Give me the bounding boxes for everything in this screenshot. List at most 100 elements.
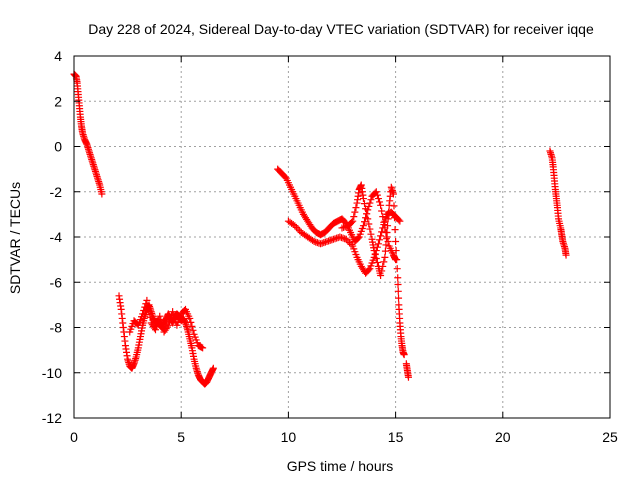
data-point: [359, 222, 367, 230]
data-point: [381, 247, 389, 255]
data-point: [349, 217, 357, 225]
data-point: [389, 190, 397, 198]
data-point: [384, 222, 392, 230]
data-point: [342, 235, 350, 243]
data-point: [361, 200, 369, 208]
data-point: [144, 302, 152, 310]
y-tick-label: -8: [50, 320, 63, 336]
data-point: [380, 258, 388, 266]
data-points: [70, 70, 570, 388]
data-point: [156, 312, 164, 320]
data-point: [394, 274, 402, 282]
data-point: [294, 225, 302, 233]
data-point: [146, 313, 154, 321]
data-point: [292, 223, 300, 231]
data-point: [394, 287, 402, 295]
data-point: [377, 232, 385, 240]
data-point: [372, 254, 380, 262]
data-point: [165, 318, 173, 326]
data-point: [158, 320, 166, 328]
data-point: [562, 251, 570, 259]
data-point: [309, 236, 317, 244]
data-point: [379, 213, 387, 221]
data-point: [359, 195, 367, 203]
data-point: [169, 308, 177, 316]
data-point: [351, 208, 359, 216]
data-point: [384, 215, 392, 223]
x-tick-label: 20: [495, 429, 511, 445]
data-point: [352, 204, 360, 212]
data-point: [377, 201, 385, 209]
data-point: [145, 308, 153, 316]
data-point: [380, 221, 388, 229]
y-tick-label: 4: [54, 48, 62, 64]
x-tick-label: 25: [602, 429, 618, 445]
data-point: [186, 314, 194, 322]
data-point: [187, 318, 195, 326]
x-tick-label: 5: [177, 429, 185, 445]
data-point: [153, 322, 161, 330]
data-point: [141, 303, 149, 311]
data-point: [379, 224, 387, 232]
data-point: [98, 190, 106, 198]
data-point: [188, 322, 196, 330]
data-point: [350, 213, 358, 221]
data-point: [371, 251, 379, 259]
data-point: [366, 225, 374, 233]
data-point: [395, 294, 403, 302]
data-point: [189, 326, 197, 334]
data-point: [365, 266, 373, 274]
data-point: [143, 296, 151, 304]
data-point: [381, 253, 389, 261]
data-point: [379, 262, 387, 270]
data-point: [209, 364, 217, 372]
y-tick-label: -10: [42, 365, 62, 381]
data-point: [392, 238, 400, 246]
data-point: [378, 207, 386, 215]
data-point: [395, 216, 403, 224]
data-point: [363, 210, 371, 218]
data-point: [394, 281, 402, 289]
data-point: [377, 271, 385, 279]
x-tick-label: 0: [70, 429, 78, 445]
data-point: [354, 234, 362, 242]
data-point: [374, 195, 382, 203]
data-point: [390, 202, 398, 210]
data-point: [393, 265, 401, 273]
data-point: [373, 258, 381, 266]
y-tick-label: -6: [50, 274, 63, 290]
axis-ticks: [73, 55, 611, 419]
data-point: [374, 240, 382, 248]
data-point: [164, 321, 172, 329]
chart-title: Day 228 of 2024, Sidereal Day-to-day VTE…: [88, 21, 594, 37]
data-point: [376, 236, 384, 244]
data-point: [344, 237, 352, 245]
data-point: [391, 226, 399, 234]
y-tick-label: -2: [50, 184, 63, 200]
y-axis-label: SDTVAR / TECUs: [7, 182, 23, 294]
data-point: [367, 196, 375, 204]
y-tick-label: 0: [54, 139, 62, 155]
y-tick-label: -12: [42, 410, 62, 426]
data-point: [199, 344, 207, 352]
data-point: [364, 215, 372, 223]
data-point: [140, 307, 148, 315]
data-point: [382, 241, 390, 249]
tick-labels: 0 5 10 15 20 25 -12 -10 -8 -6 -4 -2 0 2 4: [42, 48, 618, 445]
data-point: [391, 214, 399, 222]
data-point: [346, 239, 354, 247]
data-point: [400, 351, 408, 359]
data-point: [392, 247, 400, 255]
data-point: [373, 191, 381, 199]
y-tick-label: 2: [54, 93, 62, 109]
data-point: [151, 326, 159, 334]
y-tick-label: -4: [50, 229, 63, 245]
x-tick-label: 15: [388, 429, 404, 445]
data-point: [404, 373, 412, 381]
data-point: [348, 218, 356, 226]
data-point: [378, 267, 386, 275]
data-point: [367, 230, 375, 238]
data-point: [376, 198, 384, 206]
